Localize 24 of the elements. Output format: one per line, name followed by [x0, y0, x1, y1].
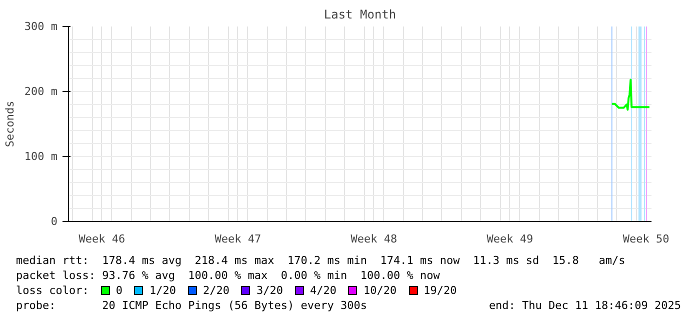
legend-label: 1/20 — [149, 284, 176, 297]
x-tick-label: Week 48 — [350, 232, 398, 246]
line-series — [610, 78, 650, 111]
legend-label: 10/20 — [363, 284, 397, 297]
legend-label: 3/20 — [256, 284, 283, 297]
x-tick-label: Week 47 — [214, 232, 262, 246]
legend-label: 0 — [116, 284, 122, 297]
legend-label: 19/20 — [424, 284, 457, 297]
y-tick-label: 100 m — [24, 150, 58, 163]
chart-title: Last Month — [324, 8, 396, 22]
text: packet loss: 93.76 % avg 100.00 % max 0.00 % min 100.00 % now — [16, 268, 441, 283]
text: end: Thu Dec 11 18:46:09 2025 — [488, 298, 681, 313]
text: median rtt: 178.4 ms avg 218.4 ms max 170.2 ms min 174.1 ms now 11.3 ms sd 15.8 am/s — [16, 253, 626, 268]
legend-label: 4/20 — [310, 284, 336, 297]
y-tick-label: 300 m — [24, 20, 58, 33]
text: probe: 20 ICMP Echo Pings (56 Bytes) every 300s — [16, 298, 367, 313]
x-tick-label: Week 50 — [622, 232, 670, 246]
y-tick-label: 0 — [50, 215, 58, 228]
x-tick-label: Week 49 — [486, 232, 534, 246]
legend-title: loss color: — [16, 284, 89, 297]
legend-label: 2/20 — [202, 284, 230, 297]
y-tick-label: 200 m — [24, 85, 58, 98]
y-axis-title: Seconds — [3, 100, 16, 148]
x-tick-label: Week 46 — [78, 232, 126, 246]
